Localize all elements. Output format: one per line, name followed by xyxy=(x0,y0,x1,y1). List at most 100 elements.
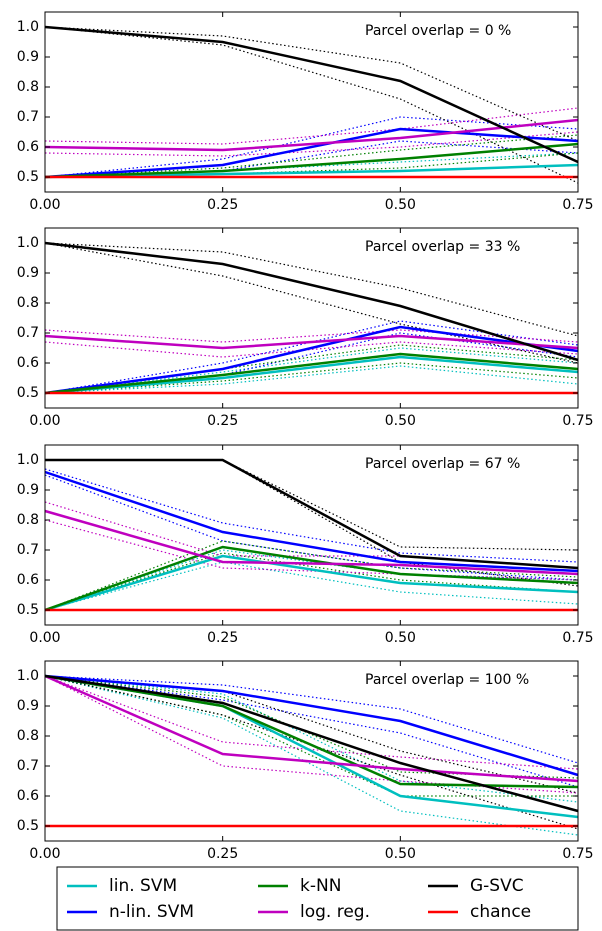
series-line xyxy=(44,470,579,573)
band-line xyxy=(44,344,579,394)
y-tick-label: 0.7 xyxy=(17,109,39,125)
x-tick-label: 0.75 xyxy=(562,413,593,429)
x-tick-label: 0.75 xyxy=(562,197,593,213)
y-tick-label: 0.5 xyxy=(17,169,39,185)
x-tick-label: 0.50 xyxy=(385,630,416,646)
plot-frame xyxy=(44,227,579,409)
x-tick-label: 0.00 xyxy=(29,630,60,646)
y-tick-label: 0.9 xyxy=(17,698,39,714)
band-line xyxy=(44,675,578,797)
series-line xyxy=(45,458,579,570)
y-tick-label: 0.8 xyxy=(17,79,39,95)
x-tick-label: 0.25 xyxy=(207,197,238,213)
x-tick-label: 0.00 xyxy=(29,413,60,429)
y-tick-label: 0.5 xyxy=(17,385,39,401)
y-tick-label: 0.9 xyxy=(17,482,39,498)
y-tick-label: 0.8 xyxy=(17,295,39,311)
y-tick-label: 0.8 xyxy=(17,728,39,744)
series-line xyxy=(44,127,579,179)
series-line xyxy=(44,163,579,179)
series-line xyxy=(44,545,579,612)
annotation: Parcel overlap = 67 % xyxy=(365,456,520,472)
y-tick-label: 0.5 xyxy=(17,818,39,834)
legend-label: chance xyxy=(470,902,531,922)
x-tick-label: 0.50 xyxy=(385,846,416,862)
band-line xyxy=(44,107,579,145)
series-line xyxy=(44,509,579,576)
series-line xyxy=(44,674,579,789)
x-tick-label: 0.75 xyxy=(562,630,593,646)
legend-label: k-NN xyxy=(300,876,341,896)
band-line xyxy=(44,362,579,394)
band-line xyxy=(44,675,579,836)
plot-frame xyxy=(44,444,579,626)
series-line xyxy=(44,25,579,164)
band-line xyxy=(44,675,579,830)
y-tick-label: 0.9 xyxy=(17,265,39,281)
annotation: Parcel overlap = 100 % xyxy=(365,672,529,688)
band-line xyxy=(44,347,579,394)
y-tick-label: 0.8 xyxy=(17,512,39,528)
annotation: Parcel overlap = 0 % xyxy=(365,23,511,39)
band-line xyxy=(44,468,579,563)
series-line xyxy=(44,334,579,350)
band-line xyxy=(44,134,579,178)
series-line xyxy=(44,352,579,395)
band-line xyxy=(44,365,579,394)
band-line xyxy=(44,26,579,142)
band-line xyxy=(44,116,579,178)
x-tick-label: 0.00 xyxy=(29,846,60,862)
y-tick-label: 0.6 xyxy=(17,139,39,155)
y-tick-label: 0.7 xyxy=(17,325,39,341)
legend-label: G-SVC xyxy=(470,876,524,896)
y-tick-label: 0.6 xyxy=(17,788,39,804)
series-line xyxy=(44,355,579,395)
band-line xyxy=(44,540,579,611)
x-tick-label: 0.25 xyxy=(207,846,238,862)
band-line xyxy=(44,675,579,788)
legend-label: lin. SVM xyxy=(109,876,177,896)
band-line xyxy=(44,329,579,343)
series-line xyxy=(44,241,579,362)
legend-label: n-lin. SVM xyxy=(109,902,194,922)
series-line xyxy=(44,554,579,612)
y-tick-label: 0.7 xyxy=(17,758,39,774)
band-line xyxy=(44,675,579,794)
x-tick-label: 0.25 xyxy=(207,413,238,429)
band-line xyxy=(44,549,579,611)
x-tick-label: 0.00 xyxy=(29,197,60,213)
y-tick-label: 1.0 xyxy=(17,452,39,468)
band-line xyxy=(44,519,579,581)
band-line xyxy=(44,26,579,184)
x-tick-label: 0.50 xyxy=(385,413,416,429)
band-line xyxy=(44,561,579,611)
band-line xyxy=(44,341,579,358)
legend-box xyxy=(56,866,579,931)
y-tick-label: 0.9 xyxy=(17,49,39,65)
band-line xyxy=(44,675,579,764)
series-line xyxy=(44,118,579,152)
x-tick-label: 0.25 xyxy=(207,630,238,646)
series-line xyxy=(44,325,579,395)
y-tick-label: 1.0 xyxy=(17,668,39,684)
annotation: Parcel overlap = 33 % xyxy=(365,239,520,255)
band-line xyxy=(44,242,579,337)
x-tick-label: 0.50 xyxy=(385,197,416,213)
series-line xyxy=(44,674,579,783)
band-line xyxy=(44,675,579,803)
legend-label: log. reg. xyxy=(300,902,370,922)
band-line xyxy=(44,675,579,770)
x-tick-label: 0.75 xyxy=(562,846,593,862)
y-tick-label: 0.6 xyxy=(17,355,39,371)
series-line xyxy=(44,674,579,777)
series-line xyxy=(44,142,579,179)
plot-frame xyxy=(44,11,579,193)
series-line xyxy=(44,674,579,813)
y-tick-label: 1.0 xyxy=(17,235,39,251)
plot-frame xyxy=(44,660,579,842)
y-tick-label: 1.0 xyxy=(17,19,39,35)
y-tick-label: 0.7 xyxy=(17,542,39,558)
band-line xyxy=(44,131,579,157)
band-line xyxy=(44,242,579,364)
